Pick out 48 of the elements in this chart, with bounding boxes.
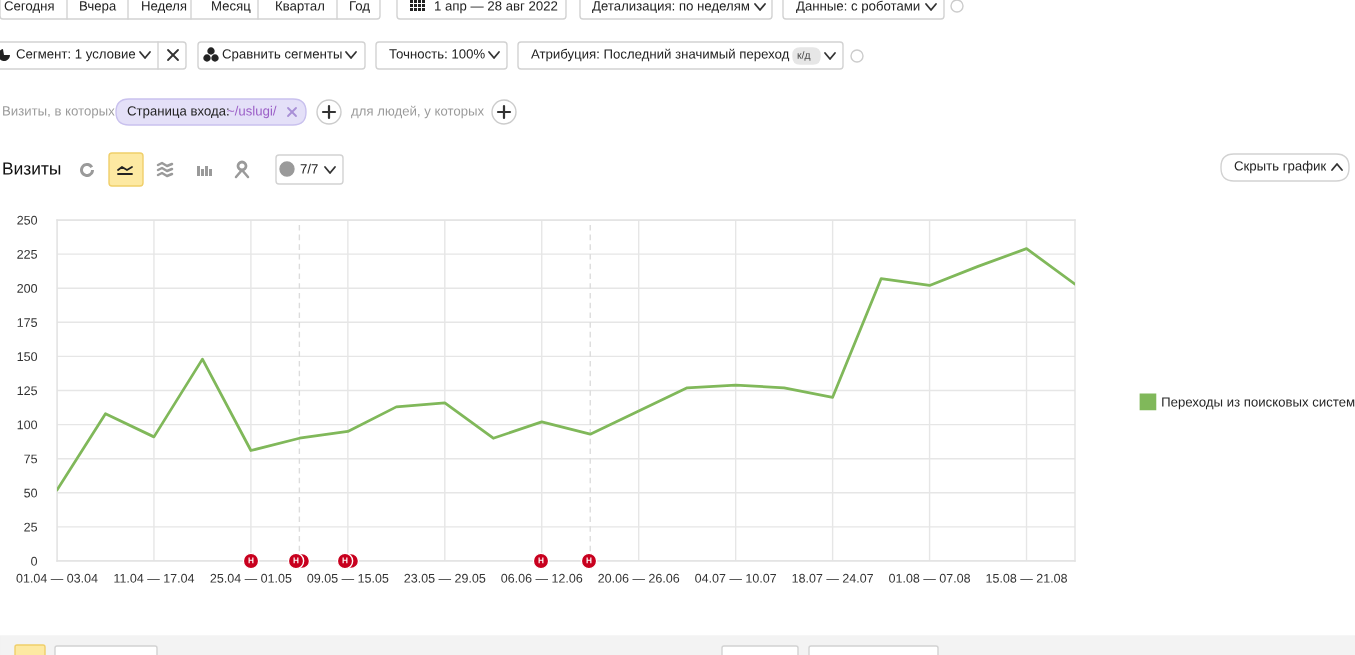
legend-label: Переходы из поисковых систем: [1162, 397, 1355, 410]
annotation: Н: [248, 557, 254, 564]
x-tick-label: 25.04 — 01.05: [210, 573, 292, 583]
text: Год: [350, 1, 370, 14]
text: 7/7: [300, 163, 318, 174]
text: Неделя: [142, 1, 187, 14]
text: к/д: [797, 51, 811, 61]
x-tick-label: 09.05 — 15.05: [307, 573, 389, 583]
y-tick-label: 150: [17, 352, 38, 362]
y-tick-label: 75: [24, 454, 38, 464]
text: Атрибуция: Последний значимый переход: [531, 48, 790, 62]
text: ~/uslugi/: [227, 105, 277, 119]
text: Визиты, в которых: [3, 106, 115, 119]
x-tick-label: 06.06 — 12.06: [501, 573, 583, 583]
x-tick-label: 23.05 — 29.05: [404, 573, 486, 583]
text: Квартал: [276, 1, 324, 14]
y-tick-label: 125: [17, 386, 38, 396]
x-tick-label: 20.06 — 26.06: [598, 573, 680, 583]
text: Сравнить сегменты: [222, 49, 342, 62]
y-tick-label: 175: [17, 318, 38, 327]
text: Сегмент: 1 условие: [16, 49, 136, 62]
chart-title: Визиты: [3, 162, 61, 175]
y-tick-label: 100: [17, 420, 38, 430]
line-series: [57, 247, 1075, 492]
y-tick-label: 0: [31, 556, 38, 566]
x-tick-label: 18.07 — 24.07: [792, 573, 873, 583]
x-tick-label: 11.04 — 17.04: [114, 573, 195, 583]
text: Месяц: [212, 1, 251, 14]
text: Данные: с роботами: [796, 0, 920, 14]
text: Скрыть график: [1234, 160, 1327, 174]
text: для людей, у которых: [351, 105, 484, 119]
text: Сегодня: [4, 1, 54, 14]
text: 1 апр — 28 авг 2022: [435, 1, 558, 14]
annotation: Н: [538, 557, 544, 564]
text: Вчера: [80, 1, 117, 14]
y-tick-label: 25: [24, 522, 38, 532]
text: Страница входа:: [127, 106, 229, 119]
y-tick-label: 225: [17, 249, 38, 259]
x-tick-label: 04.07 — 10.07: [695, 573, 777, 583]
x-tick-label: 01.04 — 03.04: [16, 573, 98, 583]
y-tick-label: 250: [17, 215, 38, 225]
x-tick-label: 01.08 — 07.08: [889, 573, 971, 583]
x-tick-label: 15.08 — 21.08: [986, 573, 1067, 583]
y-tick-label: 200: [17, 284, 38, 293]
annotation: Н: [586, 557, 592, 564]
text: Точность: 100%: [389, 49, 485, 59]
y-tick-label: 50: [24, 488, 38, 498]
text: Детализация: по неделям: [592, 1, 749, 14]
